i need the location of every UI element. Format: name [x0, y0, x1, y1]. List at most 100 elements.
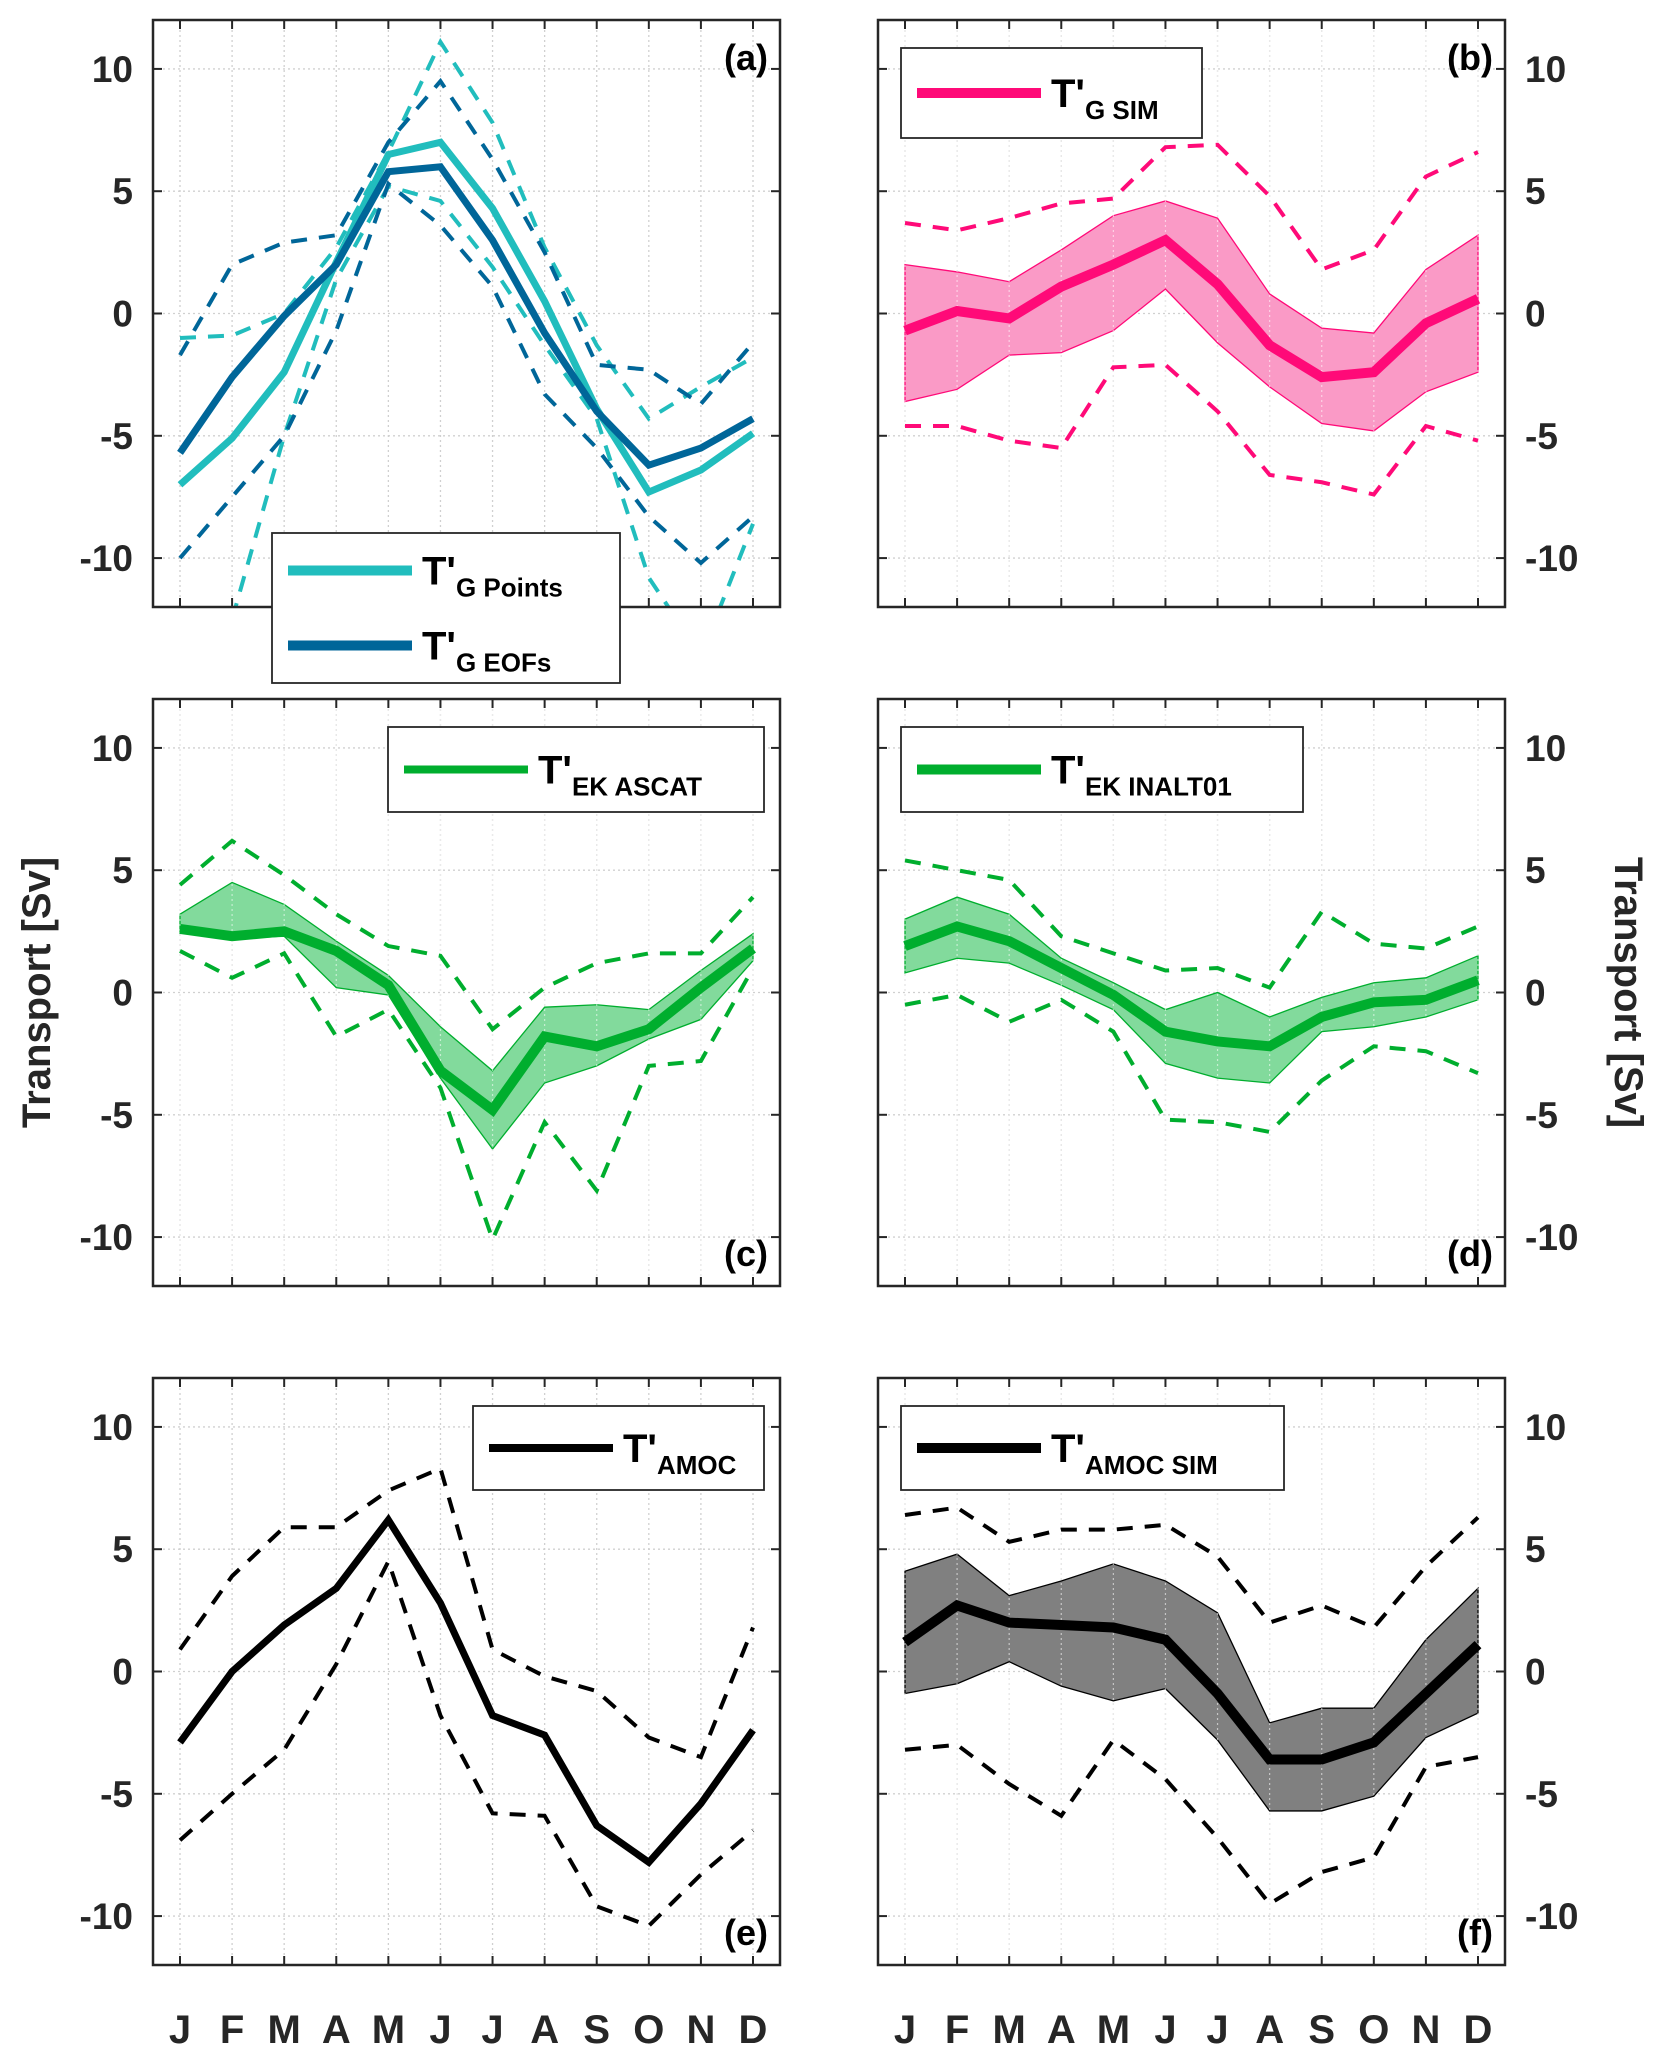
legend-label: T'G Points: [422, 550, 563, 603]
legend-label-main: T': [1051, 72, 1085, 116]
y-tick-label: 5: [112, 171, 133, 212]
y-tick-label: -10: [1525, 1896, 1578, 1937]
y-tick-label: -10: [80, 538, 133, 579]
series-line-t-g-sim-lower: [905, 362, 1479, 497]
y-tick-label: -10: [1525, 1217, 1578, 1258]
legend-label: T'G SIM: [1051, 72, 1159, 125]
plot-content: [903, 699, 1480, 1286]
month-label: M: [372, 2008, 405, 2052]
legend-box: [271, 532, 621, 684]
month-label: N: [1411, 2008, 1440, 2052]
panel-label: (a): [724, 37, 768, 78]
month-label: N: [686, 2008, 715, 2052]
series-line-t-ek-ascat: [179, 923, 757, 1117]
month-label: J: [429, 2008, 451, 2052]
series-line-t-amoc-sim-lower: [904, 1737, 1479, 1907]
panel-a: 10 5 0 -5 -10 (a) T'G Points T'G EOFs: [80, 18, 782, 684]
month-label: A: [1047, 2008, 1076, 2052]
month-label: F: [945, 2008, 969, 2052]
y-tick-label: 0: [112, 1652, 133, 1693]
y-tick-label: 10: [92, 49, 133, 90]
legend-label-subscript: AMOC: [657, 1450, 737, 1480]
panel-b: 10 5 0 -5 -10 (b) T'G SIM: [876, 18, 1578, 609]
series-line-t-amoc-sim-upper: [904, 1505, 1480, 1630]
legend-label-subscript: G SIM: [1085, 95, 1159, 125]
y-tick-label: 10: [92, 1407, 133, 1448]
y-tick-label: 10: [1525, 1407, 1566, 1448]
y-tick-label: 0: [112, 973, 133, 1014]
series-line-t-g-sim-upper: [904, 142, 1479, 272]
legend: T'EK ASCAT: [387, 726, 765, 813]
series-line-t-amoc-upper: [178, 1465, 755, 1760]
legend-label-main: T': [1051, 1427, 1085, 1471]
legend: T'AMOC: [472, 1405, 765, 1491]
legend-label: T'G EOFs: [422, 625, 551, 678]
month-label: S: [583, 2008, 610, 2052]
y-tick-label: -10: [1525, 538, 1578, 579]
y-tick-label: -10: [80, 1217, 133, 1258]
month-label: M: [993, 2008, 1026, 2052]
y-tick-label: 5: [112, 850, 133, 891]
y-tick-label: 5: [1525, 171, 1546, 212]
panel-label: (e): [724, 1912, 768, 1953]
panel-label: (b): [1447, 37, 1493, 78]
legend: T'G Points T'G EOFs: [271, 532, 621, 684]
legend-label: T'EK INALT01: [1051, 749, 1232, 802]
legend: T'AMOC SIM: [900, 1405, 1285, 1491]
month-label: O: [1358, 2008, 1389, 2052]
panel-label: (f): [1457, 1912, 1493, 1953]
series-line-t-ek-ascat-upper: [178, 838, 755, 1033]
month-label: J: [169, 2008, 191, 2052]
month-label: O: [633, 2008, 664, 2052]
series-line-t-amoc-lower: [178, 1556, 755, 1929]
month-label: S: [1308, 2008, 1335, 2052]
month-label: A: [530, 2008, 559, 2052]
legend: T'G SIM: [900, 47, 1203, 139]
legend-label: T'EK ASCAT: [538, 749, 702, 802]
plot-content: [902, 1378, 1482, 1965]
panel-d: 10 5 0 -5 -10 (d) Transport [Sv] T'EK INALT01: [876, 697, 1650, 1288]
plot-content: [903, 20, 1481, 607]
y-tick-label: 5: [112, 1529, 133, 1570]
y-tick-label: -5: [100, 1774, 133, 1815]
month-label: J: [894, 2008, 916, 2052]
month-label: A: [1255, 2008, 1284, 2052]
plot-content: [178, 699, 757, 1286]
legend-label-subscript: EK INALT01: [1085, 772, 1232, 802]
month-label: F: [220, 2008, 244, 2052]
panel-c: 10 5 0 -5 -10 (c) Transport [Sv] T'EK ASCAT: [15, 697, 782, 1288]
plot-area: [153, 20, 780, 607]
plot-content: [177, 1465, 756, 1929]
y-tick-label: 0: [1525, 294, 1546, 335]
legend-label-subscript: G Points: [456, 573, 563, 603]
series-line-t-ek-inalt01: [903, 921, 1480, 1052]
y-tick-label: 5: [1525, 850, 1546, 891]
legend-label: T'AMOC: [623, 1427, 737, 1480]
series-line-t-g-sim: [903, 234, 1481, 383]
month-label: J: [1154, 2008, 1176, 2052]
series-line-t-amoc-sim: [902, 1599, 1482, 1765]
panel-label: (c): [724, 1233, 768, 1274]
y-axis-label: Transport [Sv]: [1606, 857, 1650, 1128]
y-tick-label: 10: [1525, 49, 1566, 90]
y-tick-label: -5: [1525, 1774, 1558, 1815]
series-line-t-g-eofs-upper: [178, 77, 755, 407]
series-line-t-g-points: [177, 138, 756, 497]
legend-label-main: T': [623, 1427, 657, 1471]
series-line-t-g-eofs: [177, 163, 755, 470]
y-tick-label: -5: [1525, 416, 1558, 457]
y-tick-label: -5: [1525, 1095, 1558, 1136]
month-label: D: [739, 2008, 768, 2052]
legend-label-subscript: EK ASCAT: [572, 772, 702, 802]
y-axis-label: Transport [Sv]: [15, 857, 59, 1128]
month-label: M: [268, 2008, 301, 2052]
y-tick-label: 0: [1525, 973, 1546, 1014]
legend-label-subscript: AMOC SIM: [1085, 1450, 1218, 1480]
month-label: J: [1206, 2008, 1228, 2052]
series-line-t-g-eofs-lower: [178, 180, 755, 566]
y-tick-label: 0: [112, 294, 133, 335]
month-label: J: [481, 2008, 503, 2052]
y-tick-label: -5: [100, 416, 133, 457]
